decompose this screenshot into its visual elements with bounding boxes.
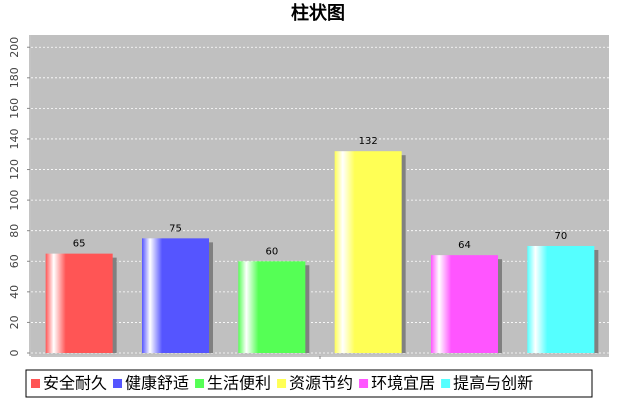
y-tick-label: 180 [8,67,21,88]
value-label: 64 [458,240,471,251]
legend-label: 安全耐久 [43,374,107,393]
legend-swatch [113,379,123,388]
value-label: 75 [169,223,182,234]
legend-swatch [441,379,451,388]
legend-label: 资源节约 [289,374,353,393]
value-label: 70 [554,231,567,242]
y-tick-label: 160 [8,98,21,119]
y-tick-label: 100 [8,190,21,211]
bar [238,261,306,353]
y-tick-label: 20 [8,315,21,329]
bar [142,238,209,353]
chart-title: 柱状图 [291,2,345,24]
bar [527,245,595,353]
legend-label: 生活便利 [207,374,271,393]
legend-label: 提高与创新 [453,374,533,393]
value-label: 60 [265,246,278,257]
legend-swatch [277,379,287,388]
legend-swatch [359,379,369,388]
bar [431,255,498,353]
y-tick-label: 40 [8,285,21,299]
bar [334,151,402,353]
y-tick-label: 200 [8,37,21,58]
y-tick-label: 60 [8,254,21,268]
legend-swatch [195,379,205,388]
y-tick-label: 0 [8,350,21,357]
legend-label: 环境宜居 [371,374,435,393]
value-label: 132 [359,136,378,147]
bar [45,253,113,353]
value-label: 65 [73,239,86,250]
legend-label: 健康舒适 [125,374,189,393]
legend-swatch [31,379,40,388]
y-tick-label: 120 [8,159,21,180]
y-tick-label: 80 [8,224,21,238]
y-tick-label: 140 [8,128,21,149]
plot-area [31,35,609,355]
